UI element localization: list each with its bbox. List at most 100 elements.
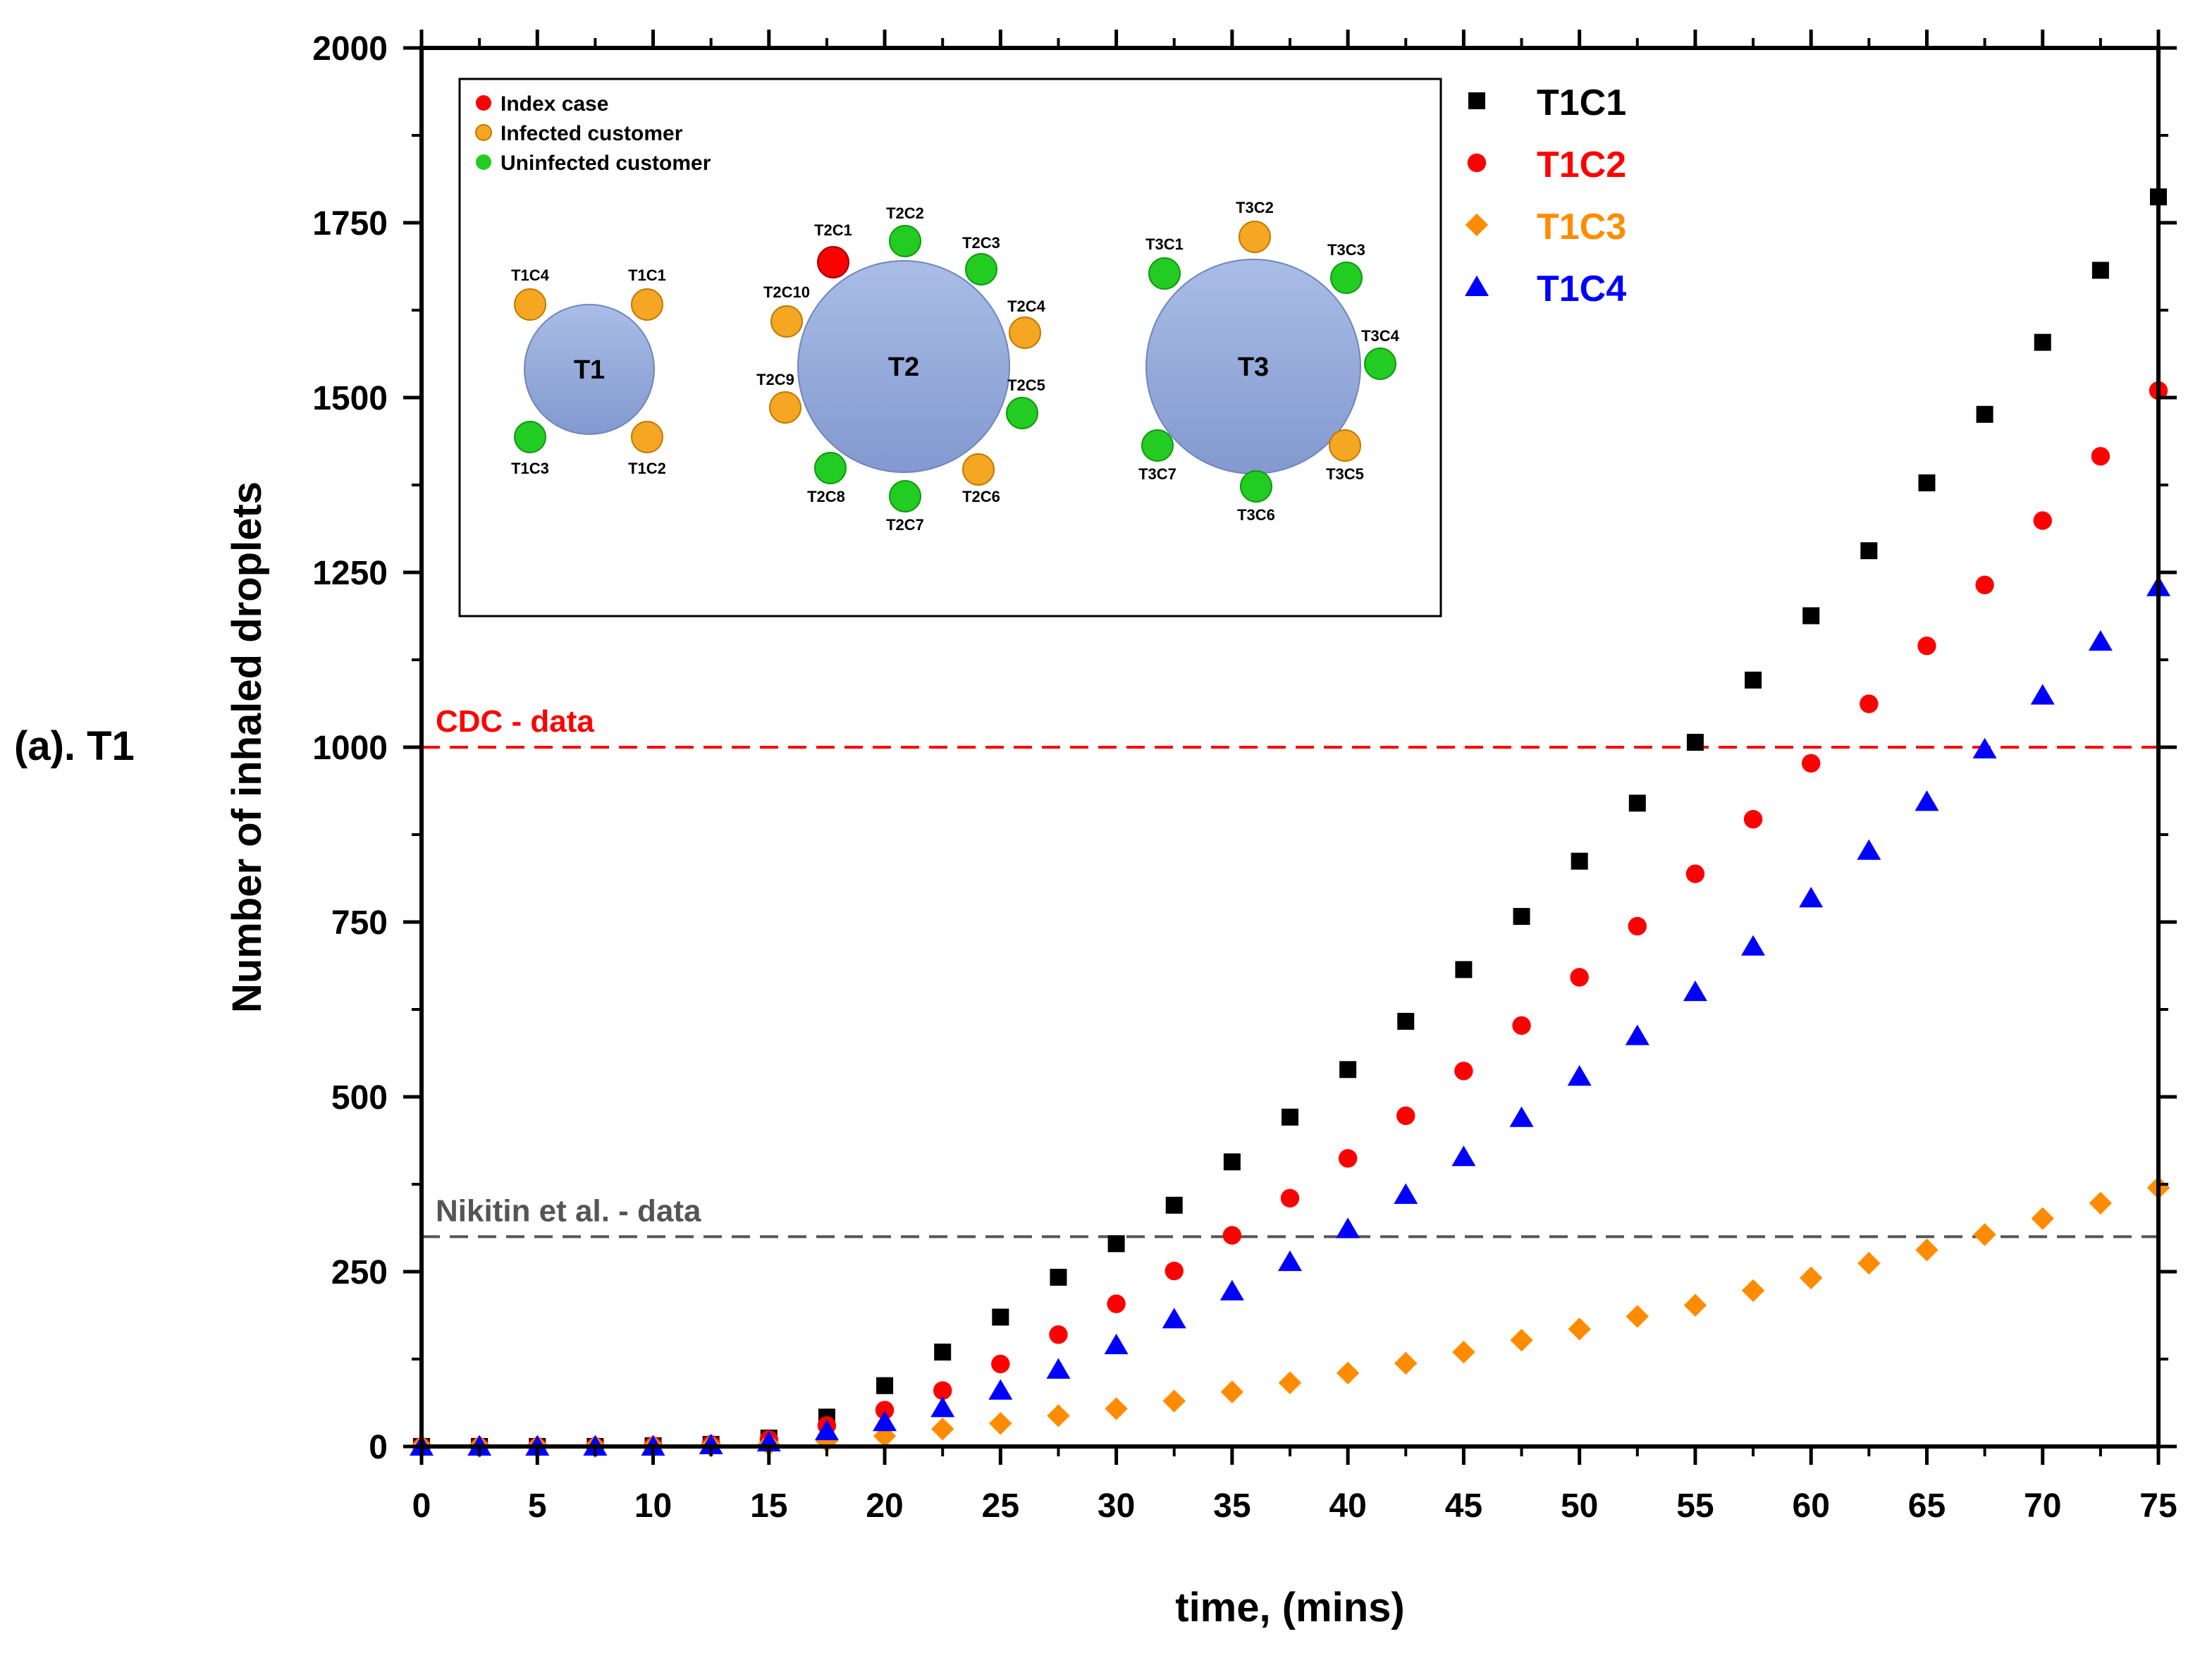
data-point-t1c4 (1277, 1250, 1303, 1272)
data-point-t1c1 (1282, 1108, 1298, 1126)
data-point-t1c4 (1046, 1358, 1071, 1379)
axes: 0 5 10 15 20 25 30 35 40 45 50 55 60 65 70 750250500750… (312, 30, 2177, 1525)
data-point-t1c2 (2033, 511, 2052, 530)
seat-label: T2C6 (962, 488, 1000, 505)
x-tick-label: 70 (2024, 1487, 2061, 1525)
seat-label: T1C3 (511, 460, 549, 477)
data-point-t1c3 (1741, 1279, 1765, 1302)
y-axis-title: Number of inhaled droplets (224, 481, 270, 1013)
x-tick-label: 0 (412, 1487, 431, 1525)
data-point-t1c1 (1860, 542, 1878, 560)
legend: T1C1 T1C2 T1C3 T1C4 (1464, 82, 1626, 309)
data-point-t1c3 (1568, 1317, 1591, 1341)
y-tick-label: 1500 (312, 380, 388, 417)
reference-lines: CDC - data Nikitin et al. - data (422, 704, 2158, 1239)
data-point-t1c3 (1683, 1294, 1707, 1317)
legend-label-t1c2: T1C2 (1537, 145, 1626, 185)
x-tick-label: 50 (1561, 1487, 1598, 1525)
seat-t2c3 (965, 253, 997, 285)
data-point-t1c4 (1219, 1279, 1244, 1301)
data-point-t1c1 (1397, 1012, 1415, 1030)
legend-marker-t1c2 (1467, 153, 1487, 173)
data-point-t1c3 (931, 1418, 954, 1441)
inset-legend-dot (475, 124, 492, 141)
data-point-t1c4 (930, 1396, 955, 1418)
data-point-t1c1 (1686, 734, 1704, 751)
data-point-t1c4 (2030, 684, 2055, 705)
data-point-t1c3 (1915, 1239, 1938, 1262)
seat-label: T3C1 (1145, 235, 1184, 253)
seat-label: T2C2 (886, 204, 924, 222)
data-point-t1c1 (1513, 908, 1530, 926)
data-point-t1c1 (1050, 1268, 1067, 1286)
data-point-t1c2 (1685, 864, 1705, 883)
data-point-t1c3 (1105, 1397, 1128, 1420)
data-point-t1c2 (1280, 1188, 1300, 1208)
table-surface (524, 304, 655, 435)
x-tick-label: 55 (1676, 1487, 1714, 1525)
data-point-t1c4 (1857, 839, 1881, 860)
x-tick-label: 60 (1793, 1487, 1830, 1525)
data-point-t1c2 (933, 1381, 952, 1400)
y-tick-label: 750 (331, 904, 388, 942)
data-point-t1c3 (1162, 1389, 1186, 1413)
table-label: T1 (574, 355, 605, 385)
data-point-t1c4 (814, 1419, 839, 1441)
inset-legend-label: Infected customer (500, 122, 683, 145)
legend-marker-t1c4 (1464, 275, 1489, 296)
data-point-t1c3 (1394, 1351, 1418, 1375)
seat-t2c2 (889, 225, 921, 257)
inset-legend-dot (476, 95, 491, 111)
data-point-t1c3 (1220, 1380, 1244, 1403)
data-point-t1c2 (1570, 968, 1589, 987)
seat-label: T2C7 (886, 516, 924, 534)
data-point-t1c4 (873, 1411, 897, 1432)
table-t2: T2 T2C1 T2C2 T2C3 T2C4 T2C5 T2C6 T2C7 T2C8 T2C9 T2… (756, 204, 1046, 534)
data-point-t1c2 (1512, 1016, 1531, 1036)
data-point-t1c4 (1625, 1024, 1649, 1045)
panel-label: (a). T1 (14, 723, 135, 769)
data-point-t1c3 (1857, 1251, 1881, 1275)
seat-t2c9 (769, 391, 801, 424)
data-point-t1c2 (875, 1401, 895, 1420)
data-point-t1c2 (1338, 1149, 1358, 1168)
data-point-t1c1 (1802, 607, 1820, 625)
data-point-t1c1 (1571, 852, 1588, 870)
seat-t3c5 (1329, 429, 1361, 462)
y-tick-label: 2000 (312, 30, 388, 68)
table-t1: T1 T1C1 T1C2 T1C3 T1C4 (511, 266, 666, 477)
data-point-t1c4 (1915, 790, 1939, 811)
x-tick-label: 25 (982, 1487, 1019, 1525)
seat-t3c3 (1330, 262, 1363, 294)
data-point-t1c2 (1975, 575, 1994, 595)
data-point-t1c3 (1278, 1371, 1302, 1394)
seat-label: T3C2 (1236, 199, 1274, 216)
data-point-t1c2 (1743, 809, 1763, 829)
data-point-t1c1 (2091, 262, 2109, 279)
table-label: T3 (1238, 352, 1269, 382)
data-point-t1c1 (1628, 794, 1646, 812)
data-point-t1c1 (992, 1308, 1009, 1326)
seat-label: T2C3 (962, 234, 1000, 252)
y-tick-label: 1000 (312, 730, 388, 767)
seat-label: T2C9 (756, 371, 794, 388)
inset-legend-label: Index case (500, 92, 608, 116)
seat-t3c6 (1240, 470, 1272, 503)
seat-label: T3C4 (1361, 327, 1400, 345)
x-tick-label: 45 (1445, 1487, 1482, 1525)
data-point-t1c1 (1223, 1153, 1241, 1171)
data-point-t1c1 (876, 1377, 894, 1394)
seat-label: T2C8 (807, 488, 845, 505)
seat-label: T2C1 (814, 221, 852, 239)
seat-label: T1C2 (628, 460, 666, 477)
data-point-t1c3 (2089, 1191, 2113, 1215)
seat-label: T1C1 (628, 266, 666, 284)
y-tick-label: 1250 (312, 555, 388, 592)
data-point-t1c2 (1107, 1294, 1126, 1313)
data-point-t1c2 (2091, 447, 2110, 466)
data-point-t1c2 (1396, 1106, 1415, 1125)
table-t3: T3 T3C1 T3C2 T3C3 T3C4 T3C5 T3C6 T3C7 (1138, 199, 1400, 524)
data-point-t1c3 (1800, 1266, 1823, 1290)
data-point-t1c4 (1741, 935, 1766, 956)
data-point-t1c1 (2034, 333, 2051, 351)
